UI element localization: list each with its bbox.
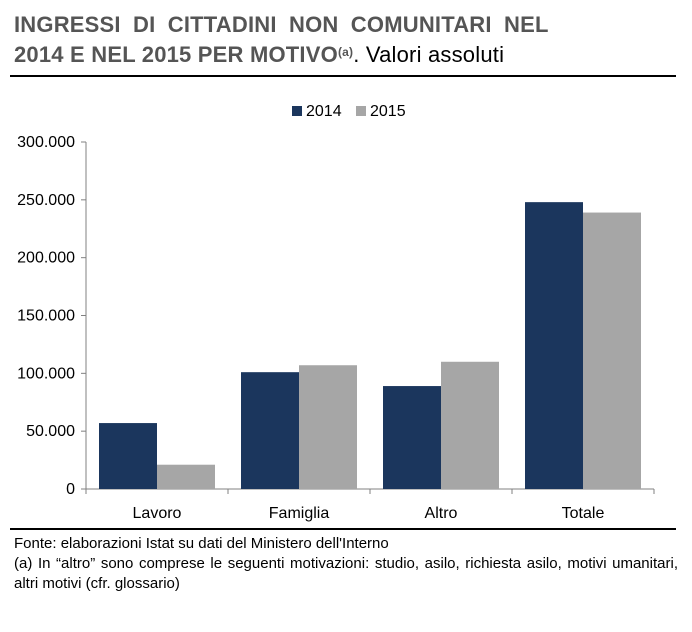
y-tick-label: 300.000 — [17, 134, 75, 151]
footnote-a: (a) In “altro” sono comprese le seguenti… — [14, 555, 678, 592]
y-tick-label: 200.000 — [17, 250, 75, 267]
title-suffix: . Valori assoluti — [353, 42, 505, 67]
y-tick-label: 100.000 — [17, 365, 75, 382]
bar-famiglia-2014 — [241, 372, 299, 489]
bar-totale-2014 — [525, 202, 583, 489]
legend-label-2014: 2014 — [306, 103, 342, 120]
y-tick-label: 0 — [66, 481, 75, 498]
title-footnote-marker: (a) — [337, 45, 354, 59]
top-divider — [10, 75, 676, 77]
y-tick-label: 150.000 — [17, 308, 75, 325]
x-tick-label: Altro — [425, 505, 458, 522]
legend-swatch-2014 — [292, 106, 302, 116]
title-line-1: INGRESSI DI CITTADINI NON COMUNITARI NEL — [14, 12, 549, 37]
y-tick-label: 250.000 — [17, 192, 75, 209]
bar-lavoro-2014 — [99, 423, 157, 489]
bar-famiglia-2015 — [299, 365, 357, 489]
bar-chart: 2014 2015 0 50.000 100.000 150.000 200.000 250.… — [17, 103, 655, 522]
title-line-2: 2014 E NEL 2015 PER MOTIVO(a). Valori as… — [14, 40, 678, 70]
bar-altro-2015 — [441, 361, 499, 489]
bottom-divider — [10, 528, 676, 530]
bar-totale-2015 — [583, 212, 641, 489]
x-tick-label: Totale — [562, 505, 605, 522]
footnotes: Fonte: elaborazioni Istat su dati del Mi… — [14, 534, 678, 594]
x-tick-label: Famiglia — [269, 505, 330, 522]
bar-lavoro-2015 — [157, 464, 215, 489]
legend-swatch-2015 — [356, 106, 366, 116]
legend-label-2015: 2015 — [370, 103, 406, 120]
title-line-2-text: 2014 E NEL 2015 PER MOTIVO — [14, 42, 338, 67]
bar-altro-2014 — [383, 386, 441, 489]
source-note: Fonte: elaborazioni Istat su dati del Mi… — [14, 535, 389, 552]
chart-title: INGRESSI DI CITTADINI NON COMUNITARI NEL… — [14, 10, 678, 70]
x-tick-label: Lavoro — [133, 505, 182, 522]
y-tick-label: 50.000 — [26, 423, 75, 440]
